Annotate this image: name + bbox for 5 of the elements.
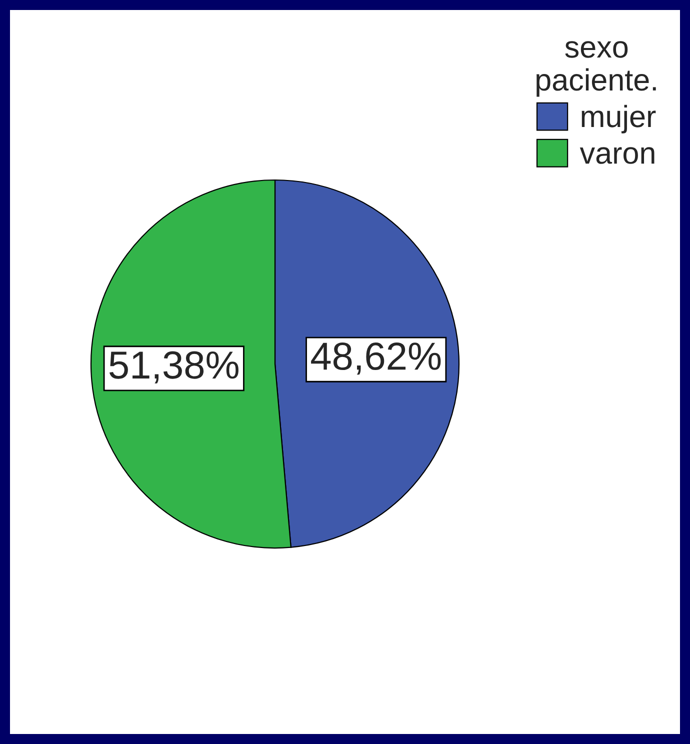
legend-label: mujer (582, 104, 656, 134)
data-label: 51,38% (110, 351, 238, 384)
legend-label: varon (580, 147, 654, 164)
data-label: 48,62% (311, 342, 441, 375)
legend-title: sexo paciente. (536, 41, 656, 97)
